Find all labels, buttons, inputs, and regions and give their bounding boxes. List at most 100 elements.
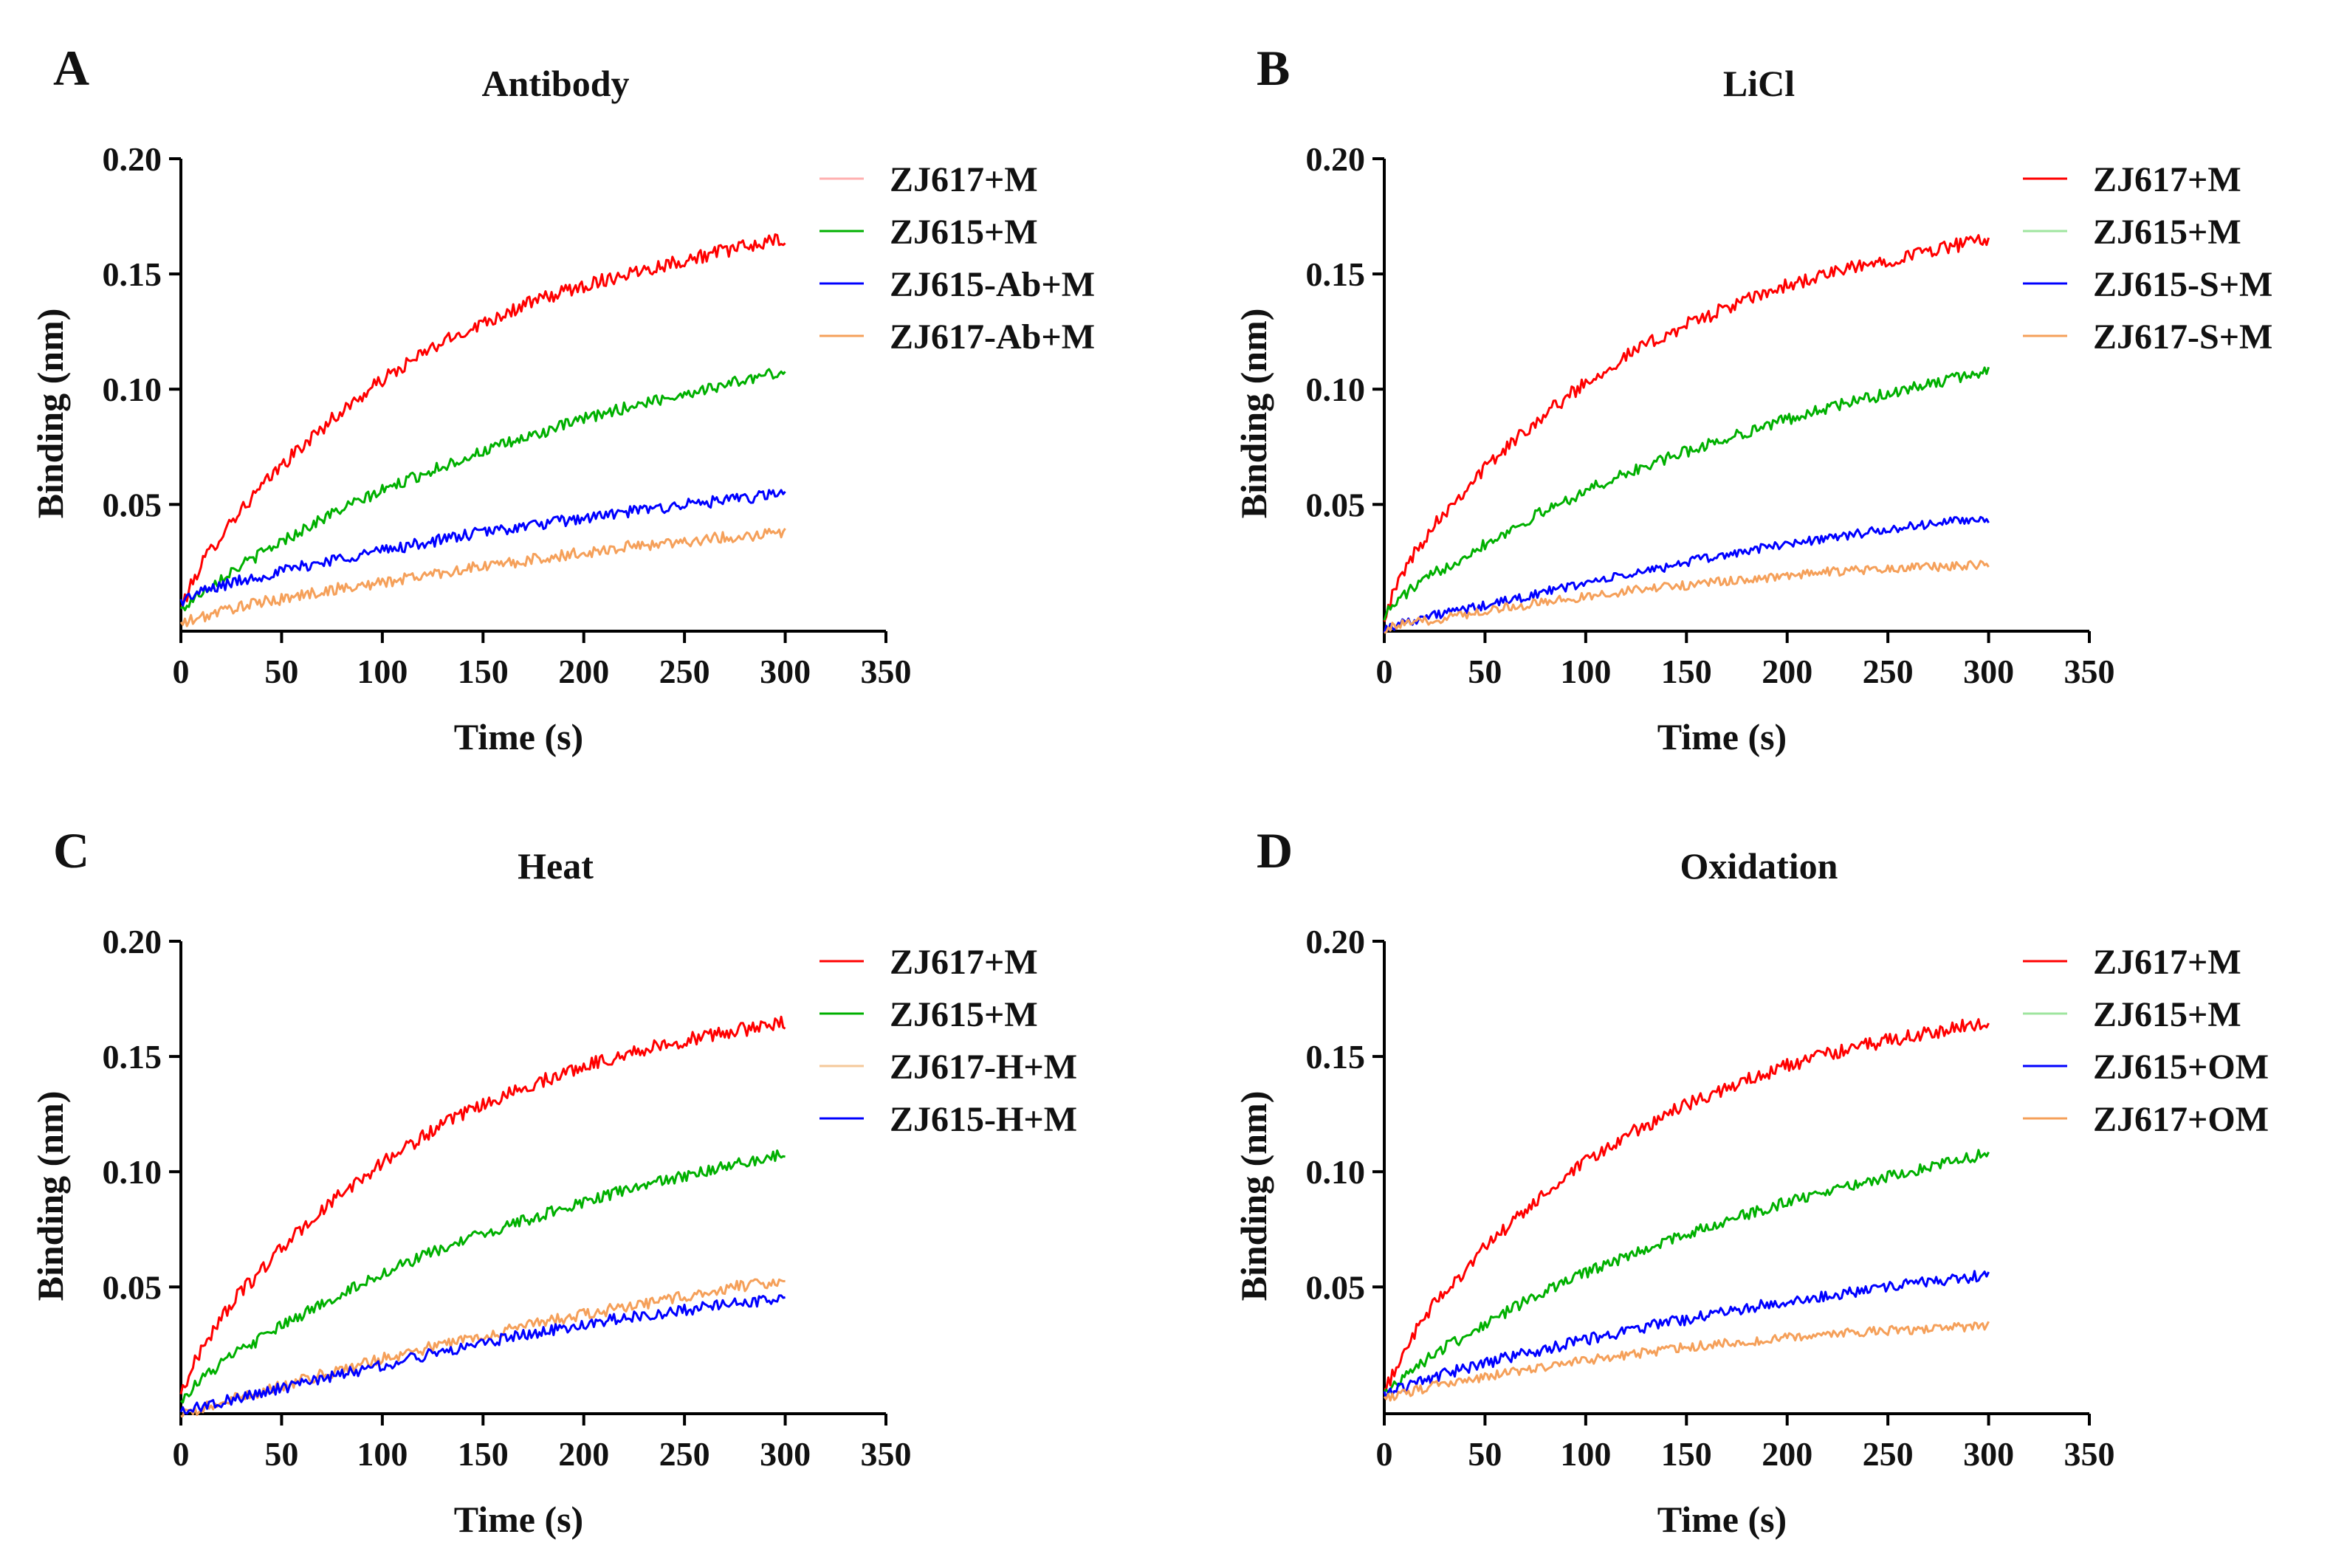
x-axis-label: Time (s) xyxy=(1657,716,1787,757)
x-tick-label: 350 xyxy=(861,653,912,690)
x-tick-label: 250 xyxy=(659,653,710,690)
x-tick-label: 350 xyxy=(861,1435,912,1473)
x-tick-label: 150 xyxy=(458,653,509,690)
x-axis-label: Time (s) xyxy=(454,716,583,757)
y-axis-label: Binding (nm) xyxy=(1233,309,1274,519)
series-line-zj617-m xyxy=(180,233,786,608)
y-axis-label: Binding (nm) xyxy=(1233,1091,1274,1301)
series-line-zj617-h-m xyxy=(180,1278,786,1418)
series-line-zj617-s-m xyxy=(1384,560,1990,634)
legend-label: ZJ617-Ab+M xyxy=(890,317,1095,357)
x-tick-label: 50 xyxy=(264,653,298,690)
x-tick-label: 300 xyxy=(1963,1435,2014,1473)
chart-svg: D Oxidation 0 50 100 150 200 250 300 350 0.05 0.10 0… xyxy=(1233,822,2269,1540)
legend-label: ZJ617+OM xyxy=(2093,1100,2269,1139)
series-line-zj617-m xyxy=(179,1015,786,1395)
series-line-zj615-ab-m xyxy=(179,489,786,607)
chart-title: Oxidation xyxy=(1680,845,1838,887)
x-tick-label: 200 xyxy=(1762,1435,1812,1473)
x-tick-label: 300 xyxy=(1963,653,2014,690)
panel-letter: B xyxy=(1257,40,1290,96)
chart-svg: A Antibody 0 50 100 150 200 250 300 350 0.05 0.10 0.… xyxy=(30,40,1095,757)
chart-svg: C Heat 0 50 100 150 200 250 300 350 0.05 0.10 0.15 0.… xyxy=(30,822,1077,1540)
series-line-zj615-m xyxy=(179,368,786,612)
x-tick-label: 300 xyxy=(760,1435,811,1473)
x-tick-label: 350 xyxy=(2064,653,2115,690)
series-line-zj615-om xyxy=(1383,1270,1990,1400)
x-tick-label: 250 xyxy=(1863,1435,1914,1473)
legend-label: ZJ615+M xyxy=(2093,995,2241,1034)
legend-label: ZJ615+M xyxy=(890,213,1038,252)
y-tick-label: 0.10 xyxy=(1306,1153,1366,1191)
panel-letter: A xyxy=(53,40,89,96)
x-tick-label: 0 xyxy=(173,1435,190,1473)
chart-title: Antibody xyxy=(481,63,629,104)
x-tick-label: 250 xyxy=(1863,653,1914,690)
x-tick-label: 50 xyxy=(1468,653,1502,690)
x-tick-label: 0 xyxy=(1376,1435,1393,1473)
y-tick-label: 0.05 xyxy=(1306,1268,1366,1306)
x-tick-label: 100 xyxy=(1560,1435,1611,1473)
x-tick-label: 150 xyxy=(458,1435,509,1473)
legend-label: ZJ615-S+M xyxy=(2093,265,2272,304)
y-tick-label: 0.15 xyxy=(103,255,162,293)
x-axis-label: Time (s) xyxy=(454,1499,583,1540)
x-tick-label: 50 xyxy=(264,1435,298,1473)
panel-letter: D xyxy=(1257,822,1293,878)
legend-label: ZJ617+M xyxy=(2093,943,2241,982)
y-tick-label: 0.20 xyxy=(1306,140,1366,178)
series-line-zj617-m xyxy=(1384,1018,1990,1391)
x-tick-label: 250 xyxy=(659,1435,710,1473)
y-axis-label: Binding (nm) xyxy=(30,1091,71,1301)
y-tick-label: 0.10 xyxy=(103,371,162,408)
legend-label: ZJ615+M xyxy=(2093,213,2241,252)
x-tick-label: 200 xyxy=(558,653,609,690)
legend-label: ZJ617-H+M xyxy=(890,1048,1077,1087)
x-tick-label: 200 xyxy=(558,1435,609,1473)
series-line-zj617-m xyxy=(1383,234,1990,622)
chart-panel-d: D Oxidation 0 50 100 150 200 250 300 350 0.05 0.10 0… xyxy=(1226,797,2347,1565)
x-tick-label: 200 xyxy=(1762,653,1812,690)
chart-panel-c: C Heat 0 50 100 150 200 250 300 350 0.05 0.10 0.15 0.… xyxy=(22,797,1174,1565)
y-tick-label: 0.15 xyxy=(1306,1038,1366,1076)
x-tick-label: 350 xyxy=(2064,1435,2115,1473)
y-tick-label: 0.05 xyxy=(103,486,162,523)
y-tick-label: 0.20 xyxy=(1306,923,1366,960)
series-line-zj617-ab-m xyxy=(179,528,786,627)
legend-label: ZJ617+M xyxy=(2093,160,2241,199)
y-tick-label: 0.10 xyxy=(103,1153,162,1191)
x-tick-label: 100 xyxy=(1560,653,1611,690)
legend-label: ZJ617+M xyxy=(890,943,1038,982)
y-tick-label: 0.10 xyxy=(1306,371,1366,408)
chart-svg: B LiCl 0 50 100 150 200 250 300 350 0.05 0.10 0.15 0.… xyxy=(1233,40,2272,757)
chart-title: LiCl xyxy=(1723,63,1795,104)
y-tick-label: 0.05 xyxy=(103,1268,162,1306)
chart-panel-a: A Antibody 0 50 100 150 200 250 300 350 0.05 0.10 0.… xyxy=(22,15,1174,783)
series-line-zj615-m xyxy=(1383,1149,1990,1395)
y-tick-label: 0.20 xyxy=(103,923,162,960)
legend-label: ZJ615-Ab+M xyxy=(890,265,1095,304)
x-tick-label: 50 xyxy=(1468,1435,1502,1473)
legend-label: ZJ615+OM xyxy=(2093,1048,2269,1087)
series-line-zj615-m xyxy=(1383,366,1990,621)
y-tick-label: 0.15 xyxy=(1306,255,1366,293)
y-tick-label: 0.20 xyxy=(103,140,162,178)
panel-letter: C xyxy=(53,822,89,878)
series-line-zj615-h-m xyxy=(179,1294,786,1415)
x-tick-label: 150 xyxy=(1661,653,1712,690)
x-tick-label: 100 xyxy=(357,1435,408,1473)
legend-label: ZJ617+M xyxy=(890,160,1038,199)
y-tick-label: 0.05 xyxy=(1306,486,1366,523)
x-tick-label: 0 xyxy=(1376,653,1393,690)
series-line-zj615-m xyxy=(180,1149,786,1404)
series-line-zj615-s-m xyxy=(1383,515,1990,633)
y-tick-label: 0.15 xyxy=(103,1038,162,1076)
x-tick-label: 0 xyxy=(173,653,190,690)
chart-title: Heat xyxy=(518,845,594,887)
legend-label: ZJ615+M xyxy=(890,995,1038,1034)
y-axis-label: Binding (nm) xyxy=(30,309,71,519)
legend-label: ZJ615-H+M xyxy=(890,1100,1077,1139)
x-tick-label: 150 xyxy=(1661,1435,1712,1473)
x-tick-label: 300 xyxy=(760,653,811,690)
legend-label: ZJ617-S+M xyxy=(2093,317,2272,357)
